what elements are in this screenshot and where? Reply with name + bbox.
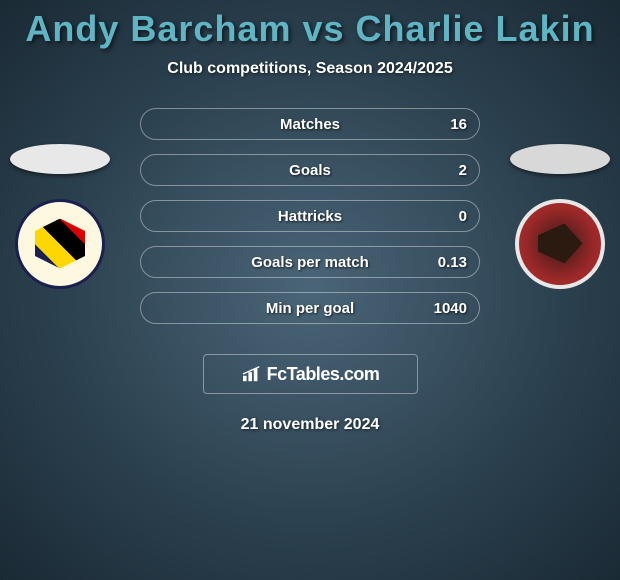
comparison-title: Andy Barcham vs Charlie Lakin	[0, 0, 620, 50]
stat-label: Matches	[280, 116, 340, 133]
fctables-logo: FcTables.com	[203, 354, 418, 394]
club-crest-right-icon	[538, 224, 583, 264]
season-subtitle: Club competitions, Season 2024/2025	[0, 60, 620, 78]
chart-icon	[241, 365, 263, 383]
stat-row: Hattricks 0	[140, 200, 480, 232]
stat-row: Goals per match 0.13	[140, 246, 480, 278]
stat-label: Min per goal	[266, 300, 354, 317]
stat-label: Hattricks	[278, 208, 342, 225]
stat-row: Matches 16	[140, 108, 480, 140]
stat-row: Min per goal 1040	[140, 292, 480, 324]
stat-right-value: 0.13	[438, 254, 467, 271]
stat-row: Goals 2	[140, 154, 480, 186]
right-side	[500, 144, 620, 289]
logo-text: FcTables.com	[267, 364, 380, 385]
stat-right-value: 1040	[434, 300, 467, 317]
stat-label: Goals per match	[251, 254, 369, 271]
stat-label: Goals	[289, 162, 331, 179]
stats-table: Matches 16 Goals 2 Hattricks 0 Goals per…	[140, 108, 480, 324]
main-content: Matches 16 Goals 2 Hattricks 0 Goals per…	[0, 108, 620, 324]
date-label: 21 november 2024	[0, 416, 620, 434]
club-crest-left-icon	[35, 219, 85, 269]
stat-right-value: 2	[459, 162, 467, 179]
stat-right-value: 16	[450, 116, 467, 133]
club-badge-right	[515, 199, 605, 289]
left-side	[0, 144, 120, 289]
club-badge-left	[15, 199, 105, 289]
player-left-placeholder	[10, 144, 110, 174]
player-right-placeholder	[510, 144, 610, 174]
stat-right-value: 0	[459, 208, 467, 225]
